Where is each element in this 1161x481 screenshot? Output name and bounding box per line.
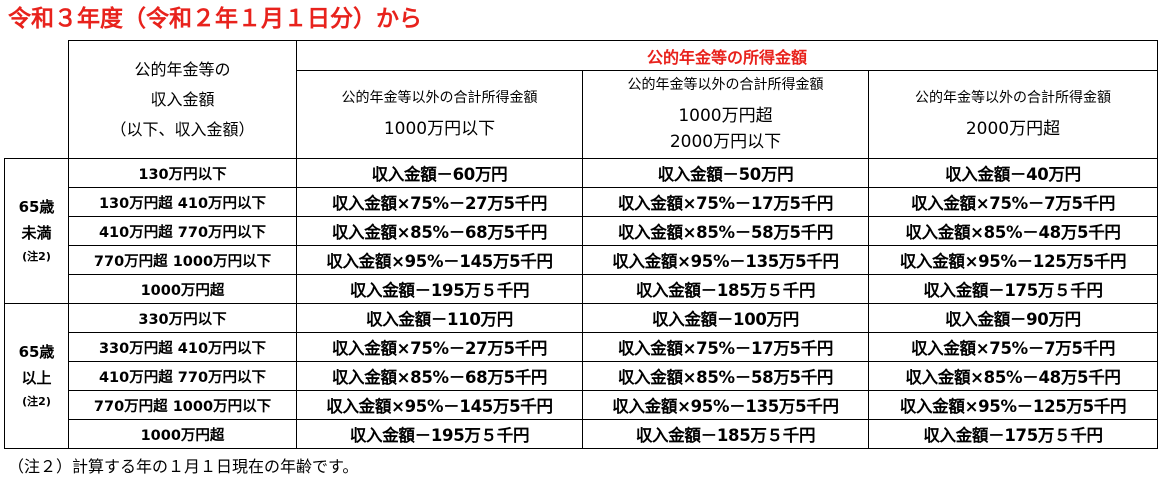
table-row: 330万円超 410万円以下 収入金額×75%－27万5千円 収入金額×75%－…	[5, 332, 1158, 362]
formula-cell: 収入金額×85%－48万5千円	[868, 216, 1158, 246]
income-header-line: 収入金額	[150, 89, 215, 109]
formula-cell: 収入金額×95%－125万5千円	[868, 245, 1158, 275]
income-range: 770万円超 1000万円以下	[68, 245, 297, 275]
col-header-1: 公的年金等以外の合計所得金額 1000万円以下	[296, 70, 583, 159]
formula-cell: 収入金額×85%－58万5千円	[582, 216, 869, 246]
table-row: 770万円超 1000万円以下 収入金額×95%－145万5千円 収入金額×95…	[5, 390, 1158, 420]
formula-cell: 収入金額×75%－7万5千円	[868, 187, 1158, 217]
formula-cell: 収入金額－50万円	[582, 158, 869, 188]
table-row: 65歳 未満 (注2) 130万円以下 収入金額－60万円 収入金額－50万円 …	[4, 158, 1158, 304]
age-label: 65歳	[18, 198, 55, 216]
income-range: 410万円超 770万円以下	[68, 216, 297, 246]
income-range: 130万円以下	[68, 158, 297, 188]
formula-cell: 収入金額×75%－27万5千円	[296, 187, 583, 217]
corner-cell	[4, 40, 69, 159]
table-row: 1000万円超 収入金額－195万５千円 収入金額－185万５千円 収入金額－1…	[5, 274, 1158, 304]
income-range: 330万円以下	[68, 303, 297, 333]
formula-cell: 収入金額－110万円	[296, 303, 583, 333]
table-row: 770万円超 1000万円以下 収入金額×95%－145万5千円 収入金額×95…	[5, 245, 1158, 275]
income-range: 130万円超 410万円以下	[68, 187, 297, 217]
header-row-1: 公的年金等の 収入金額 （以下、収入金額） 公的年金等の所得金額	[4, 40, 1158, 159]
income-range: 770万円超 1000万円以下	[68, 390, 297, 420]
formula-cell: 収入金額×95%－135万5千円	[582, 390, 869, 420]
formula-cell: 収入金額×75%－17万5千円	[582, 332, 869, 362]
formula-cell: 収入金額×95%－125万5千円	[868, 390, 1158, 420]
age-label: 未満	[21, 224, 52, 242]
income-range: 410万円超 770万円以下	[68, 361, 297, 391]
col-header-value: 2000万円超	[965, 118, 1061, 139]
formula-cell: 収入金額×75%－27万5千円	[296, 332, 583, 362]
formula-cell: 収入金額×95%－145万5千円	[296, 245, 583, 275]
formula-cell: 収入金額×75%－7万5千円	[868, 332, 1158, 362]
col-header-3: 公的年金等以外の合計所得金額 2000万円超	[868, 70, 1158, 159]
table-row: 130万円超 410万円以下 収入金額×75%－27万5千円 収入金額×75%－…	[5, 187, 1158, 217]
footnote: （注２）計算する年の１月１日現在の年齢です。	[8, 457, 359, 476]
age-group-under-65: 65歳 未満 (注2)	[4, 158, 69, 304]
formula-cell: 収入金額－195万５千円	[296, 274, 583, 304]
age-note: (注2)	[22, 250, 51, 263]
age-label: 以上	[21, 369, 52, 387]
table-row: 410万円超 770万円以下 収入金額×85%－68万5千円 収入金額×85%－…	[5, 361, 1158, 391]
pension-income-table: 公的年金等の 収入金額 （以下、収入金額） 公的年金等の所得金額 公的年金等以外…	[4, 40, 1158, 449]
formula-cell: 収入金額×75%－17万5千円	[582, 187, 869, 217]
formula-cell: 収入金額－40万円	[868, 158, 1158, 188]
group-header: 公的年金等の所得金額	[296, 40, 1158, 71]
table-row: 65歳 以上 (注2) 330万円以下 収入金額－110万円 収入金額－100万…	[4, 303, 1158, 449]
table-row: 1000万円超 収入金額－195万５千円 収入金額－185万５千円 収入金額－1…	[5, 419, 1158, 449]
table-row: 410万円超 770万円以下 収入金額×85%－68万5千円 収入金額×85%－…	[5, 216, 1158, 246]
col-header-caption: 公的年金等以外の合計所得金額	[915, 89, 1111, 106]
col-header-value: 2000万円以下	[669, 131, 782, 152]
col-header-2: 公的年金等以外の合計所得金額 1000万円超 2000万円以下	[582, 70, 869, 159]
col-header-value: 1000万円超	[678, 105, 773, 126]
income-header-line: 公的年金等の	[134, 59, 231, 79]
col-header-caption: 公的年金等以外の合計所得金額	[341, 89, 538, 106]
header-row-2: 公的年金等以外の合計所得金額 1000万円以下 公的年金等以外の合計所得金額 1…	[5, 70, 1158, 159]
income-range: 1000万円超	[68, 419, 297, 449]
age-note: (注2)	[22, 395, 51, 408]
col-header-value: 1000万円以下	[383, 118, 496, 139]
formula-cell: 収入金額×85%－68万5千円	[296, 361, 583, 391]
page-title: 令和３年度（令和２年１月１日分）から	[8, 6, 422, 32]
formula-cell: 収入金額－175万５千円	[868, 419, 1158, 449]
formula-cell: 収入金額－185万５千円	[582, 419, 869, 449]
formula-cell: 収入金額×85%－58万5千円	[582, 361, 869, 391]
income-header-line: （以下、収入金額）	[110, 119, 255, 139]
income-range: 1000万円超	[68, 274, 297, 304]
formula-cell: 収入金額－195万５千円	[296, 419, 583, 449]
income-range: 330万円超 410万円以下	[68, 332, 297, 362]
formula-cell: 収入金額－175万５千円	[868, 274, 1158, 304]
formula-cell: 収入金額－100万円	[582, 303, 869, 333]
formula-cell: 収入金額×95%－135万5千円	[582, 245, 869, 275]
formula-cell: 収入金額－185万５千円	[582, 274, 869, 304]
age-label: 65歳	[18, 343, 55, 361]
formula-cell: 収入金額－60万円	[296, 158, 583, 188]
formula-cell: 収入金額×85%－48万5千円	[868, 361, 1158, 391]
age-group-65-and-over: 65歳 以上 (注2)	[4, 303, 69, 449]
col-header-caption: 公的年金等以外の合計所得金額	[627, 76, 824, 93]
formula-cell: 収入金額×85%－68万5千円	[296, 216, 583, 246]
formula-cell: 収入金額×95%－145万5千円	[296, 390, 583, 420]
formula-cell: 収入金額－90万円	[868, 303, 1158, 333]
income-header-cell: 公的年金等の 収入金額 （以下、収入金額）	[68, 40, 297, 159]
